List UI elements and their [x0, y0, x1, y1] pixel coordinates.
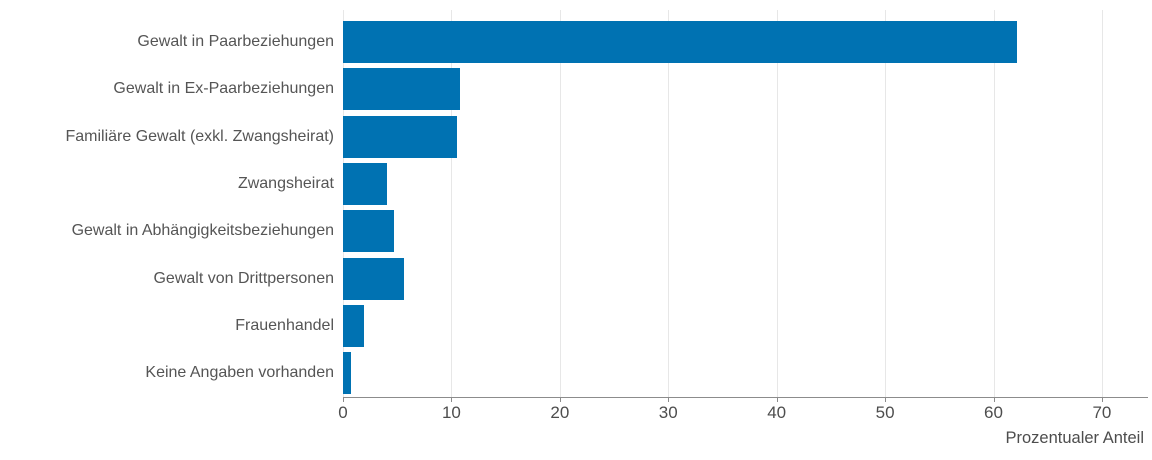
category-label: Frauenhandel: [235, 316, 334, 334]
grid-line: [776, 10, 778, 397]
category-label: Gewalt in Abhängigkeitsbeziehungen: [71, 222, 334, 240]
x-tick-mark: [776, 397, 778, 402]
grid-line: [993, 10, 995, 397]
grid-line: [885, 10, 887, 397]
x-axis-line: [343, 397, 1148, 398]
x-tick-mark: [343, 397, 344, 402]
x-tick-label: 0: [338, 403, 348, 422]
x-tick-label: 30: [658, 403, 678, 422]
x-tick-label: 40: [767, 403, 787, 422]
x-tick-label: 10: [441, 403, 461, 422]
category-label: Zwangsheirat: [237, 174, 334, 192]
grid-line: [1101, 10, 1103, 397]
x-tick-mark: [451, 397, 453, 402]
plot-area: [343, 10, 1148, 397]
x-tick-label: 50: [875, 403, 895, 422]
grid-line: [559, 10, 561, 397]
bar: [343, 352, 351, 395]
x-tick-mark: [885, 397, 887, 402]
bar: [343, 68, 461, 111]
category-label: Gewalt in Ex-Paarbeziehungen: [113, 80, 334, 98]
x-tick-mark: [668, 397, 670, 402]
x-tick-mark: [559, 397, 561, 402]
bar: [343, 257, 404, 300]
x-tick-label: 60: [984, 403, 1003, 422]
x-tick-mark: [993, 397, 995, 402]
bar: [343, 115, 457, 158]
x-tick-label: 70: [1092, 403, 1112, 422]
grid-line: [451, 10, 453, 397]
category-label: Keine Angaben vorhanden: [145, 364, 334, 382]
x-tick-label: 20: [550, 403, 570, 422]
grid-line: [668, 10, 670, 397]
category-label: Familiäre Gewalt (exkl. Zwangsheirat): [65, 127, 334, 145]
bar: [343, 162, 388, 205]
bar: [343, 21, 1018, 63]
x-axis-title: Prozentualer Anteil: [1005, 429, 1144, 447]
x-tick-mark: [1101, 397, 1103, 402]
bar: [343, 304, 364, 347]
category-label: Gewalt von Drittpersonen: [153, 269, 334, 287]
category-label: Gewalt in Paarbeziehungen: [137, 33, 334, 50]
bar: [343, 210, 394, 253]
